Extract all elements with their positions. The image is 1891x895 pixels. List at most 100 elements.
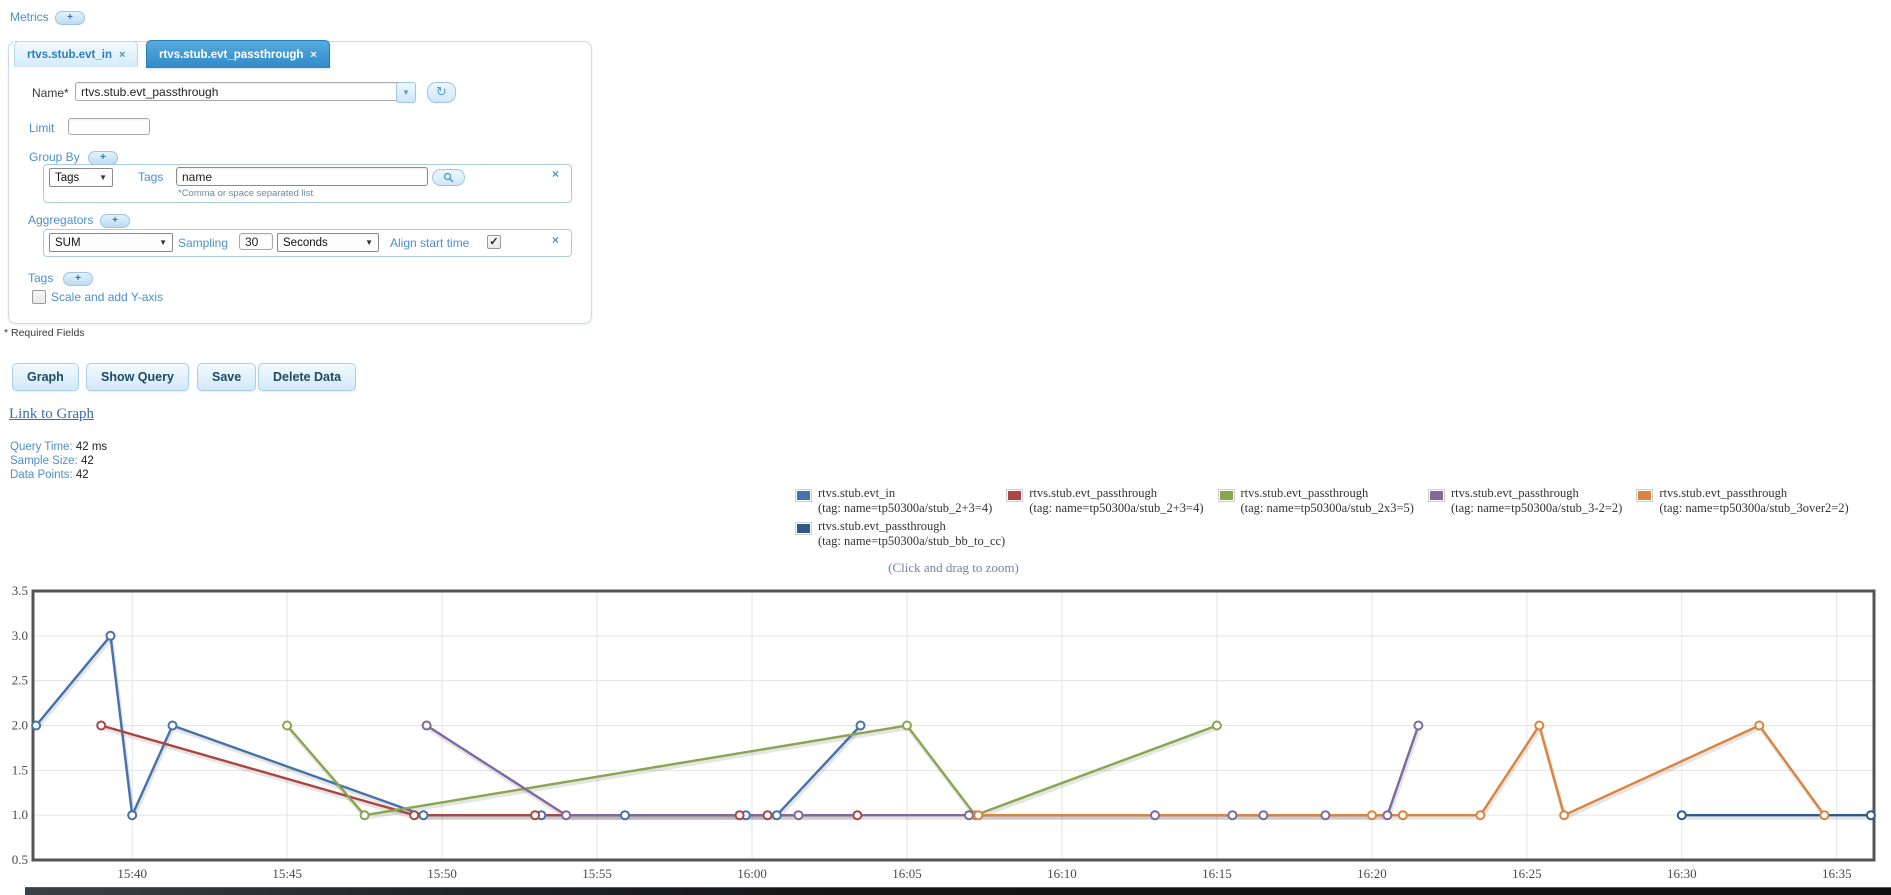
legend-swatch-icon [1006,489,1024,502]
sampling-unit-select[interactable]: Seconds ▼ [277,233,379,252]
data-points-line: Data Points: 42 [10,468,107,482]
add-tag-button[interactable]: + [63,272,93,286]
query-stats: Query Time: 42 ms Sample Size: 42 Data P… [10,440,107,482]
metrics-label: Metrics [10,10,49,24]
tab-evt-in[interactable]: rtvs.stub.evt_in × [14,41,139,67]
svg-text:15:40: 15:40 [117,866,147,881]
legend-swatch-icon [795,489,812,502]
legend-item-3: rtvs.stub.evt_passthrough (tag: name=tp50… [1427,486,1623,516]
limit-input[interactable] [68,118,150,135]
graph-button[interactable]: Graph [12,363,79,391]
sample-size-label: Sample Size: [10,455,78,467]
svg-text:1.5: 1.5 [12,762,28,777]
legend-swatch-icon [1427,489,1445,502]
group-by-tags-label: Tags [138,170,164,184]
scale-y-axis-checkbox[interactable] [32,290,46,304]
tab-evt-in-label: rtvs.stub.evt_in [27,48,112,61]
legend-label: rtvs.stub.evt_in (tag: name=tp50300a/stub… [818,486,993,515]
refresh-button[interactable]: ↻ [427,82,456,103]
chart-canvas[interactable]: 15:40 15:45 15:50 15:55 16:00 16:05 16:10 16:15… [0,580,1891,886]
save-button[interactable]: Save [197,363,257,391]
svg-text:0.5: 0.5 [12,852,28,867]
legend-item-2: rtvs.stub.evt_passthrough (tag: name=tp50… [1217,486,1414,516]
legend-label: rtvs.stub.evt_passthrough (tag: name=tp50… [1240,486,1414,515]
sample-size-line: Sample Size: 42 [10,454,107,468]
aggregator-select[interactable]: SUM ▼ [49,233,173,252]
show-query-button[interactable]: Show Query [86,363,189,391]
aggregators-label: Aggregators [28,213,94,227]
svg-text:16:25: 16:25 [1512,866,1542,881]
search-icon [443,172,454,183]
legend-label: rtvs.stub.evt_passthrough (tag: name=tp50… [1659,486,1849,515]
tab-evt-passthrough-label: rtvs.stub.evt_passthrough [159,48,304,61]
tags-section-label: Tags [28,271,54,285]
svg-text:15:45: 15:45 [272,866,302,881]
name-dropdown-button[interactable]: ▼ [396,82,416,103]
data-points-value: 42 [75,469,89,481]
svg-text:2.0: 2.0 [12,718,28,733]
sample-size-value: 42 [80,455,94,467]
scale-y-axis-label: Scale and add Y-axis [51,290,164,304]
legend-label: rtvs.stub.evt_passthrough (tag: name=tp50… [818,519,1006,548]
query-time-label: Query Time: [10,441,73,453]
svg-text:2.5: 2.5 [12,673,28,688]
link-to-graph[interactable]: Link to Graph [9,406,94,422]
sampling-input[interactable] [239,233,273,250]
data-points-label: Data Points: [10,469,73,481]
align-start-time-checkbox[interactable]: ✓ [487,235,501,249]
tags-hint: *Comma or space separated list [178,188,314,199]
add-group-by-button[interactable]: + [88,151,118,165]
tab-evt-passthrough-close-icon[interactable]: × [310,48,317,61]
svg-text:16:30: 16:30 [1667,866,1697,881]
legend-item-5: rtvs.stub.evt_passthrough (tag: name=tp50… [795,519,1005,549]
legend-swatch-icon [1217,489,1235,502]
svg-text:16:20: 16:20 [1357,866,1387,881]
refresh-icon: ↻ [436,85,447,100]
aggregator-value: SUM [55,236,81,249]
name-label: Name* [32,86,69,100]
svg-text:3.0: 3.0 [12,628,28,643]
limit-label: Limit [29,121,55,135]
legend-swatch-icon [1636,489,1654,502]
svg-text:16:15: 16:15 [1202,866,1232,881]
select-arrow-icon: ▼ [365,238,373,247]
tab-evt-passthrough[interactable]: rtvs.stub.evt_passthrough × [146,40,330,68]
sampling-label: Sampling [178,236,229,250]
legend-item-1: rtvs.stub.evt_passthrough (tag: name=tp50… [1006,486,1204,516]
zoom-hint: (Click and drag to zoom) [888,560,1019,575]
align-start-time-label: Align start time [390,236,470,250]
legend-item-4: rtvs.stub.evt_passthrough (tag: name=tp50… [1636,486,1849,516]
sampling-unit-value: Seconds [283,236,328,249]
group-by-tags-input[interactable] [176,167,428,186]
svg-text:16:10: 16:10 [1047,866,1077,881]
name-input[interactable] [75,82,399,101]
group-by-label: Group By [29,150,80,164]
svg-text:15:55: 15:55 [582,866,612,881]
svg-text:16:05: 16:05 [892,866,922,881]
svg-text:3.5: 3.5 [12,583,28,598]
legend-label: rtvs.stub.evt_passthrough (tag: name=tp50… [1450,486,1623,515]
add-metric-button[interactable]: + [55,11,85,25]
legend-item-0: rtvs.stub.evt_in (tag: name=tp50300a/stub… [795,486,992,516]
query-time-value: 42 ms [75,441,108,453]
chevron-down-icon: ▼ [402,88,410,97]
line-chart[interactable]: 15:40 15:45 15:50 15:55 16:00 16:05 16:10 16:15… [0,580,1891,886]
tab-evt-in-close-icon[interactable]: × [119,48,126,61]
aggregator-close-icon[interactable]: × [552,233,560,247]
group-by-type-value: Tags [55,171,80,184]
svg-text:15:50: 15:50 [427,866,457,881]
next-graph-edge [25,887,1891,895]
tag-search-button[interactable] [432,169,465,186]
select-arrow-icon: ▼ [99,173,107,182]
select-arrow-icon: ▼ [159,238,167,247]
legend-label: rtvs.stub.evt_passthrough (tag: name=tp50… [1029,486,1204,515]
add-aggregator-button[interactable]: + [100,214,130,228]
group-by-close-icon[interactable]: × [552,167,560,181]
svg-text:16:35: 16:35 [1822,866,1852,881]
query-time-line: Query Time: 42 ms [10,440,107,454]
group-by-type-select[interactable]: Tags ▼ [49,168,113,187]
legend-swatch-icon [795,522,812,535]
svg-text:1.0: 1.0 [12,807,28,822]
required-fields-note: * Required Fields [4,327,85,339]
delete-data-button[interactable]: Delete Data [258,363,357,391]
